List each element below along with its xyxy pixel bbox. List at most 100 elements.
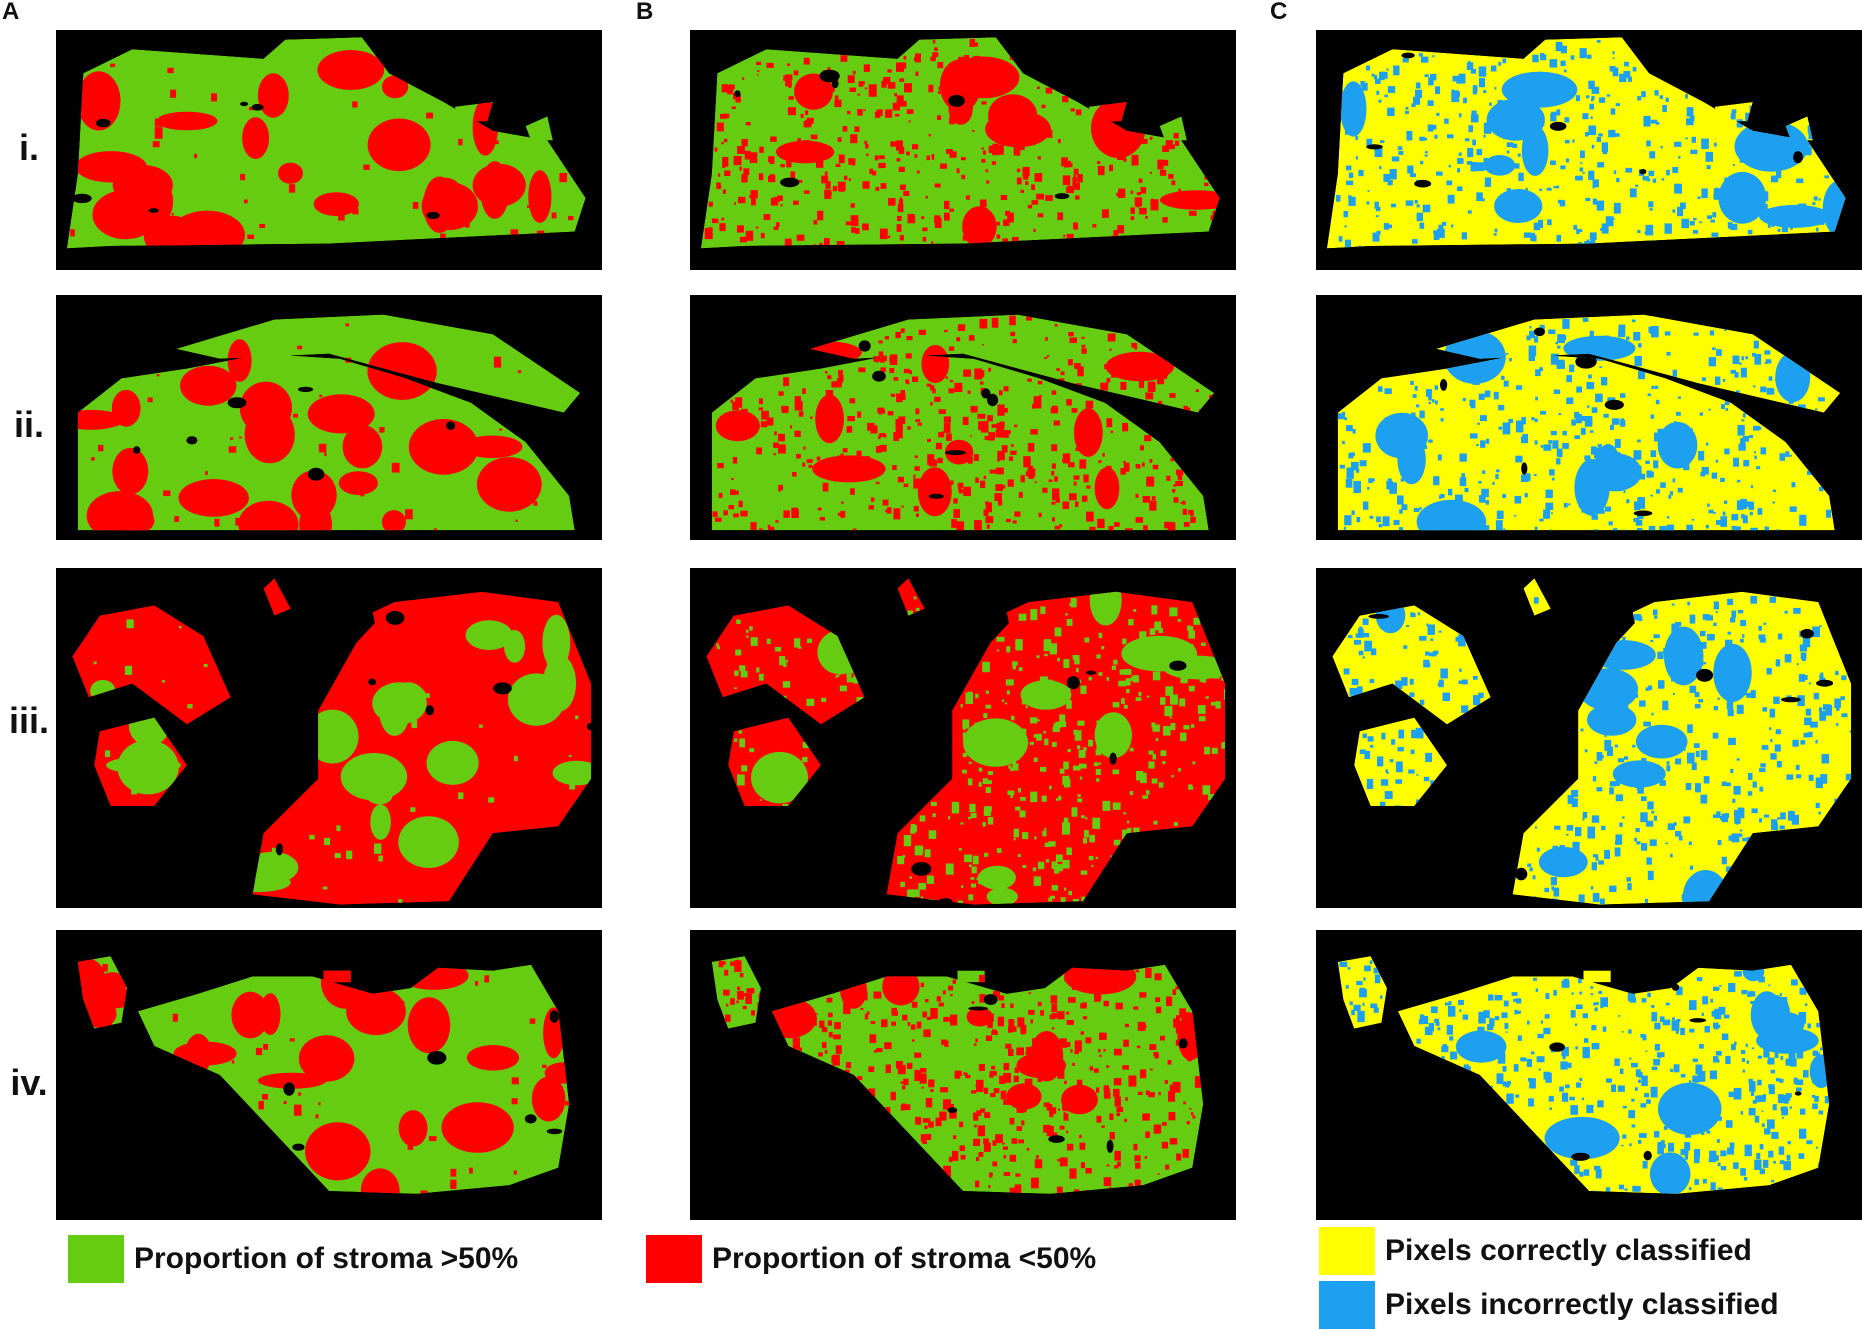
tissue-speckle bbox=[1186, 1014, 1194, 1020]
tissue-speckle bbox=[756, 74, 759, 76]
tissue-speckle bbox=[1160, 697, 1166, 705]
tissue-speckle bbox=[1815, 1146, 1819, 1149]
tissue-speckle bbox=[1355, 469, 1360, 473]
tissue-speckle bbox=[1117, 1161, 1121, 1167]
tissue-speckle bbox=[1629, 1143, 1632, 1147]
tissue-speckle bbox=[1791, 979, 1798, 986]
tissue-speckle bbox=[1102, 122, 1110, 130]
tissue-speckle bbox=[1359, 109, 1364, 115]
tissue-speckle bbox=[1424, 154, 1428, 157]
tissue-speckle bbox=[1592, 186, 1595, 189]
tissue-speckle bbox=[1769, 596, 1777, 603]
tissue-speckle bbox=[854, 126, 860, 132]
tissue-speckle bbox=[1748, 501, 1755, 510]
tissue-speckle bbox=[1713, 194, 1718, 198]
tissue-speckle bbox=[1789, 1106, 1792, 1109]
tissue-speckle bbox=[1013, 146, 1021, 156]
tissue-speckle bbox=[1666, 351, 1671, 356]
tissue-speckle bbox=[1819, 625, 1822, 628]
tissue-speckle bbox=[996, 636, 1005, 642]
tissue-speckle bbox=[1687, 724, 1693, 733]
tissue-speckle bbox=[887, 69, 892, 73]
tissue-speckle bbox=[1405, 110, 1409, 115]
tissue-speckle bbox=[716, 182, 721, 190]
tissue-speckle bbox=[1549, 529, 1553, 531]
tissue-speckle bbox=[790, 152, 795, 157]
tissue-speckle bbox=[917, 845, 924, 853]
tissue-speckle bbox=[1015, 806, 1021, 811]
tissue-speckle bbox=[1410, 612, 1414, 617]
tissue-speckle bbox=[1013, 837, 1016, 841]
tissue-speckle bbox=[1372, 232, 1380, 242]
tissue-speckle bbox=[1678, 155, 1681, 159]
tissue-speckle bbox=[1662, 105, 1667, 113]
tissue-speckle bbox=[1597, 509, 1605, 514]
tissue-speckle bbox=[1189, 626, 1194, 632]
tissue-speckle bbox=[1560, 45, 1567, 54]
tissue-speckle bbox=[860, 1007, 864, 1010]
tissue-speckle bbox=[1675, 654, 1680, 659]
tissue-speckle bbox=[770, 136, 777, 142]
tissue-speckle bbox=[1713, 706, 1718, 711]
tissue-speckle bbox=[1172, 989, 1177, 995]
tissue-speckle bbox=[100, 72, 105, 78]
tissue-speckle bbox=[363, 164, 370, 170]
tissue-speckle bbox=[1564, 117, 1570, 123]
tissue-speckle bbox=[1689, 115, 1695, 122]
tissue-speckle bbox=[1038, 512, 1042, 518]
tissue-speckle bbox=[1539, 188, 1543, 191]
tissue-speckle bbox=[1619, 73, 1627, 83]
tissue-speckle bbox=[1721, 404, 1725, 409]
tissue-map-svg bbox=[700, 37, 1220, 249]
tissue-speckle bbox=[1664, 735, 1668, 737]
tissue-speckle bbox=[972, 130, 975, 132]
tissue-map-svg bbox=[77, 314, 581, 531]
tissue-speckle bbox=[915, 408, 920, 415]
tissue-speckle bbox=[1037, 1001, 1042, 1007]
tissue-speckle bbox=[1153, 820, 1158, 825]
tissue-speckle bbox=[1049, 785, 1052, 790]
tissue-speckle bbox=[963, 486, 971, 497]
tissue-speckle bbox=[926, 155, 931, 161]
tissue-speckle bbox=[1026, 1147, 1030, 1151]
tissue-speckle bbox=[1398, 527, 1404, 531]
tissue-speckle bbox=[943, 422, 951, 433]
tissue-speckle bbox=[1471, 110, 1477, 117]
tissue-speckle bbox=[758, 173, 764, 181]
tissue-speckle bbox=[1807, 1023, 1811, 1029]
tissue-speckle bbox=[1411, 103, 1416, 107]
tissue-speckle bbox=[1505, 1031, 1508, 1033]
tissue-speckle bbox=[991, 424, 997, 428]
tissue-speckle bbox=[721, 84, 728, 93]
tissue-speckle bbox=[1429, 519, 1435, 527]
tissue-speckle bbox=[904, 1104, 911, 1111]
tissue-speckle bbox=[993, 58, 1001, 67]
tissue-spot bbox=[1020, 680, 1072, 710]
tissue-speckle bbox=[298, 1092, 301, 1096]
tissue-speckle bbox=[880, 367, 886, 373]
tissue-speckle bbox=[1005, 679, 1014, 686]
tissue-speckle bbox=[1093, 762, 1099, 767]
tissue-speckle bbox=[1606, 94, 1611, 97]
tissue-speckle bbox=[205, 471, 208, 475]
tissue-speckle bbox=[976, 1079, 984, 1092]
tissue-speckle bbox=[1482, 470, 1486, 474]
tissue-speckle bbox=[1579, 167, 1584, 172]
tissue-speckle bbox=[1812, 1075, 1819, 1084]
tissue-speckle bbox=[469, 1167, 473, 1174]
tissue-speckle bbox=[1472, 676, 1478, 680]
tissue-speckle bbox=[1762, 1159, 1769, 1168]
tissue-speckle bbox=[1374, 201, 1379, 209]
tissue-speckle bbox=[792, 472, 797, 477]
tissue-gap bbox=[1671, 983, 1680, 991]
tissue-speckle bbox=[1143, 525, 1148, 531]
tissue-speckle bbox=[309, 834, 315, 840]
tissue-speckle bbox=[1414, 199, 1418, 204]
tissue-speckle bbox=[1728, 737, 1736, 745]
tissue-speckle bbox=[870, 497, 875, 502]
tissue-speckle bbox=[785, 1021, 793, 1033]
tissue-speckle bbox=[1202, 785, 1211, 795]
tissue-speckle bbox=[499, 428, 503, 431]
tissue-speckle bbox=[782, 681, 791, 688]
tissue-region bbox=[1583, 970, 1611, 983]
